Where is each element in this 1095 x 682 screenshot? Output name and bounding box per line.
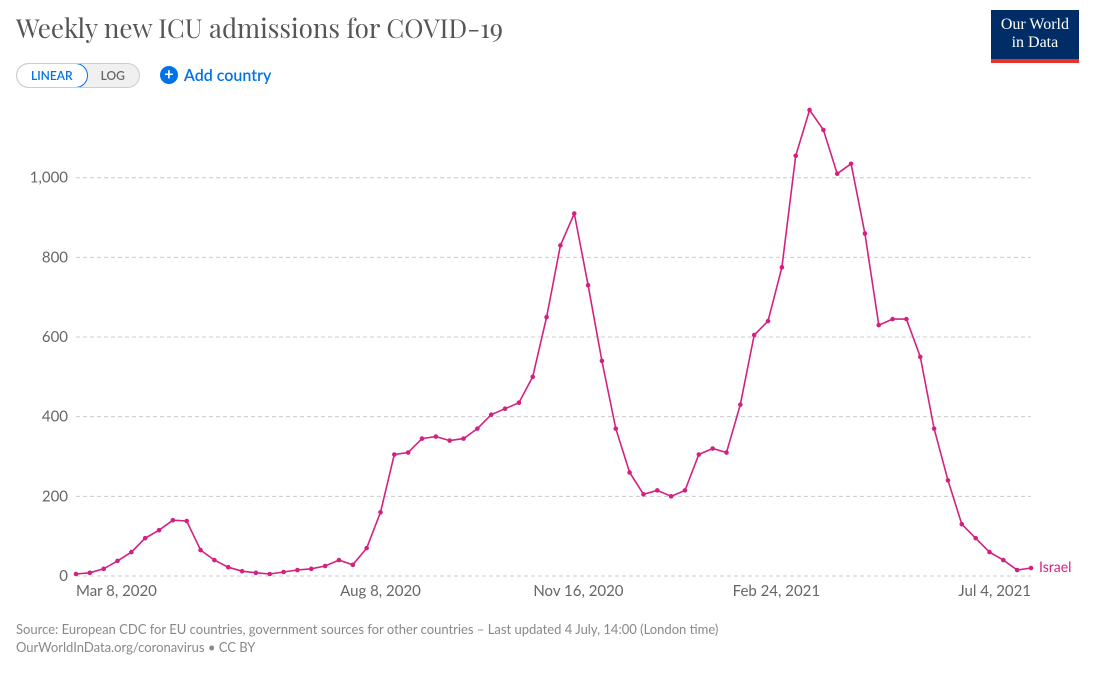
series-point[interactable] — [876, 323, 881, 328]
scale-linear-button[interactable]: Linear — [16, 63, 88, 88]
series-point[interactable] — [752, 333, 757, 338]
chart-area[interactable]: 0 200 400 600 800 1,000 Mar 8, 2020 Aug 8, 2020… — [16, 96, 1079, 616]
series-point[interactable] — [461, 436, 466, 441]
series-point[interactable] — [973, 536, 978, 541]
series-point[interactable] — [489, 412, 494, 417]
source-footer: Source: European CDC for EU countries, g… — [16, 620, 1079, 656]
y-tick-label: 800 — [42, 248, 68, 266]
series-point[interactable] — [627, 470, 632, 475]
series-point[interactable] — [1015, 568, 1020, 573]
series-point[interactable] — [447, 438, 452, 443]
series-point[interactable] — [392, 452, 397, 457]
add-country-button[interactable]: + Add country — [160, 66, 271, 85]
series-point[interactable] — [959, 522, 964, 527]
y-tick-label: 400 — [42, 407, 68, 425]
x-tick-label: Mar 8, 2020 — [76, 582, 157, 600]
series-point[interactable] — [240, 569, 245, 574]
series-point[interactable] — [600, 358, 605, 363]
series-point[interactable] — [406, 450, 411, 455]
series-point[interactable] — [558, 243, 563, 248]
series-point[interactable] — [267, 571, 272, 576]
series-point[interactable] — [697, 452, 702, 457]
series-label[interactable]: Israel — [1039, 558, 1071, 575]
series-point[interactable] — [1001, 558, 1006, 563]
series-point[interactable] — [254, 570, 259, 575]
series-point[interactable] — [323, 564, 328, 569]
series-point[interactable] — [74, 571, 79, 576]
series-point[interactable] — [337, 558, 342, 563]
scale-log-button[interactable]: Log — [87, 64, 139, 87]
series-point[interactable] — [710, 446, 715, 451]
series-point[interactable] — [890, 317, 895, 322]
footer-source: Source: European CDC for EU countries, g… — [16, 620, 1079, 638]
series-point[interactable] — [793, 153, 798, 158]
series-point[interactable] — [351, 562, 356, 567]
series-point[interactable] — [309, 566, 314, 571]
series-point[interactable] — [1029, 566, 1034, 571]
x-tick-label: Feb 24, 2021 — [733, 582, 820, 600]
footer-license: OurWorldInData.org/coronavirus • CC BY — [16, 638, 1079, 656]
series-line[interactable] — [76, 110, 1031, 574]
series-point[interactable] — [475, 426, 480, 431]
series-point[interactable] — [544, 315, 549, 320]
series-point[interactable] — [586, 283, 591, 288]
series-point[interactable] — [669, 494, 674, 499]
series-point[interactable] — [530, 374, 535, 379]
series-point[interactable] — [655, 488, 660, 493]
series-point[interactable] — [171, 518, 176, 523]
series-point[interactable] — [780, 265, 785, 270]
series-point[interactable] — [724, 450, 729, 455]
page-title: Weekly new ICU admissions for COVID-19 — [16, 10, 503, 45]
logo-line2: in Data — [1001, 34, 1069, 52]
y-tick-label: 1,000 — [30, 168, 69, 186]
series-point[interactable] — [683, 488, 688, 493]
series-point[interactable] — [378, 510, 383, 515]
series-point[interactable] — [738, 402, 743, 407]
series-point[interactable] — [766, 319, 771, 324]
add-country-label: Add country — [184, 66, 271, 85]
series-point[interactable] — [434, 434, 439, 439]
series-point[interactable] — [184, 519, 189, 524]
series-point[interactable] — [946, 478, 951, 483]
x-tick-label: Nov 16, 2020 — [533, 582, 623, 600]
series-point[interactable] — [157, 528, 162, 533]
series-point[interactable] — [932, 426, 937, 431]
series-point[interactable] — [835, 171, 840, 176]
plus-icon: + — [160, 66, 178, 84]
series-point[interactable] — [226, 565, 231, 570]
x-tick-label: Aug 8, 2020 — [340, 582, 421, 600]
series-point[interactable] — [198, 548, 203, 553]
series-point[interactable] — [212, 558, 217, 563]
scale-toggle[interactable]: Linear Log — [16, 63, 140, 88]
series-point[interactable] — [295, 568, 300, 573]
series-point[interactable] — [517, 400, 522, 405]
series-point[interactable] — [364, 546, 369, 551]
owid-logo[interactable]: Our World in Data — [991, 10, 1079, 63]
series-point[interactable] — [115, 558, 120, 563]
series-point[interactable] — [849, 161, 854, 166]
series-point[interactable] — [281, 569, 286, 574]
series-point[interactable] — [613, 426, 618, 431]
series-point[interactable] — [918, 354, 923, 359]
y-tick-label: 200 — [42, 487, 68, 505]
series-point[interactable] — [503, 406, 508, 411]
series-point[interactable] — [129, 550, 134, 555]
series-point[interactable] — [420, 436, 425, 441]
series-point[interactable] — [143, 536, 148, 541]
series-point[interactable] — [863, 231, 868, 236]
series-point[interactable] — [641, 492, 646, 497]
y-tick-label: 600 — [42, 328, 68, 346]
series-point[interactable] — [904, 317, 909, 322]
series-point[interactable] — [88, 570, 93, 575]
series-point[interactable] — [821, 127, 826, 132]
series-point[interactable] — [572, 211, 577, 216]
logo-line1: Our World — [1001, 16, 1069, 34]
series-point[interactable] — [101, 566, 106, 571]
series-point[interactable] — [987, 550, 992, 555]
y-tick-label: 0 — [59, 567, 68, 585]
x-tick-label: Jul 4, 2021 — [958, 582, 1031, 600]
series-point[interactable] — [807, 107, 812, 112]
